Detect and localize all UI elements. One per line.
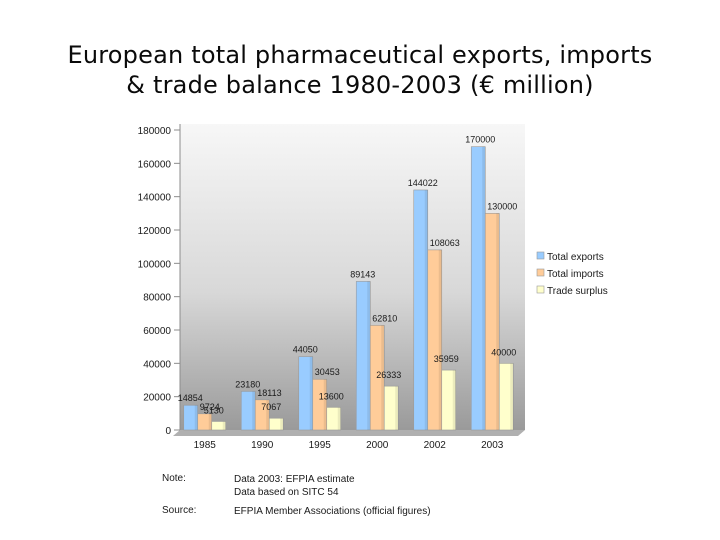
data-label: 14854 [178, 393, 203, 403]
bar-shade [280, 418, 284, 430]
data-label: 7067 [261, 402, 281, 412]
x-axis: 1985 1990 1995 2000 2002 2003 [194, 440, 504, 451]
note-text: Data 2003: EFPIA estimate Data based on … [234, 473, 355, 499]
chart-title: European total pharmaceutical exports, i… [40, 40, 680, 100]
legend-swatch [536, 268, 545, 277]
y-axis: 0 20000 40000 60000 80000 100000 120000 140000 1… [138, 126, 180, 437]
data-label: 9724 [200, 402, 220, 412]
bar-shade [222, 421, 226, 430]
bar-total-imports [254, 399, 270, 431]
data-label: 5130 [204, 405, 224, 415]
legend-label: Total exports [547, 252, 604, 263]
data-label: 62810 [372, 313, 397, 323]
y-tick-label: 60000 [143, 326, 171, 337]
bar-total-imports [369, 325, 385, 431]
data-label: 40000 [491, 347, 516, 357]
bar-trade-surplus [268, 417, 284, 431]
legend: Total exports Total imports Trade surplus [536, 251, 608, 297]
bar-shade [438, 249, 442, 430]
y-tick-label: 100000 [138, 259, 172, 270]
legend-label: Total imports [547, 269, 604, 280]
data-label: 130000 [487, 201, 517, 211]
chart-title-line-1: European total pharmaceutical exports, i… [67, 41, 653, 69]
data-label: 170000 [465, 135, 495, 145]
bar-shade [266, 399, 270, 430]
bar-shade [496, 213, 500, 430]
legend-swatch [536, 251, 545, 260]
bar-trade-surplus [383, 385, 399, 431]
bar-total-imports [427, 249, 443, 431]
x-tick-label: 2002 [424, 440, 447, 451]
x-tick-label: 1995 [309, 440, 332, 451]
bar-shade [381, 325, 385, 430]
x-tick-label: 2003 [481, 440, 504, 451]
data-label: 44050 [293, 345, 318, 355]
y-tick-label: 0 [165, 426, 171, 437]
legend-label: Trade surplus [547, 286, 608, 297]
bar-shade [395, 386, 399, 430]
note-label: Note: [162, 473, 186, 484]
y-tick-label: 160000 [138, 159, 172, 170]
bar-trade-surplus [326, 407, 342, 431]
y-tick-label: 180000 [138, 126, 172, 137]
bar-trade-surplus [498, 363, 514, 431]
bar-total-imports [484, 213, 500, 431]
data-label: 35959 [434, 354, 459, 364]
data-label: 26333 [376, 370, 401, 380]
data-label: 144022 [408, 178, 438, 188]
bar-trade-surplus [211, 421, 227, 431]
data-label: 89143 [350, 269, 375, 279]
data-label: 18113 [257, 388, 281, 398]
bar-shade [452, 370, 456, 430]
bar-shade [367, 281, 371, 430]
data-label: 30453 [315, 367, 340, 377]
x-tick-label: 1985 [194, 440, 217, 451]
bar-total-imports [312, 378, 328, 431]
data-label: 23180 [235, 379, 260, 389]
y-tick-label: 140000 [138, 193, 172, 204]
plot-area [180, 124, 525, 430]
plot-floor [173, 430, 525, 436]
bar-shade [337, 407, 341, 430]
bar-trade-surplus [441, 369, 457, 431]
source-label: Source: [162, 505, 197, 516]
data-label: 108063 [430, 238, 460, 248]
bar-shade [482, 146, 486, 430]
bar-shade [194, 405, 198, 430]
bars [183, 146, 514, 431]
legend-swatch [536, 285, 545, 294]
note-line-1: Data 2003: EFPIA estimate [234, 474, 355, 485]
x-tick-label: 1990 [251, 440, 274, 451]
y-tick-label: 20000 [143, 393, 171, 404]
y-tick-label: 80000 [143, 293, 171, 304]
bar-shade [510, 363, 514, 430]
x-tick-label: 2000 [366, 440, 389, 451]
chart-title-line-2: & trade balance 1980-2003 (€ million) [126, 71, 594, 99]
bar-shade [323, 379, 327, 430]
source-text: EFPIA Member Associations (official figu… [234, 506, 431, 517]
bar-shade [252, 391, 256, 430]
data-label: 13600 [319, 391, 344, 401]
bar-shade [208, 413, 212, 430]
note-line-2: Data based on SITC 54 [234, 487, 339, 498]
bar-shade [309, 356, 313, 430]
y-tick-label: 40000 [143, 359, 171, 370]
bar-shade [424, 189, 428, 430]
y-tick-label: 120000 [138, 226, 172, 237]
